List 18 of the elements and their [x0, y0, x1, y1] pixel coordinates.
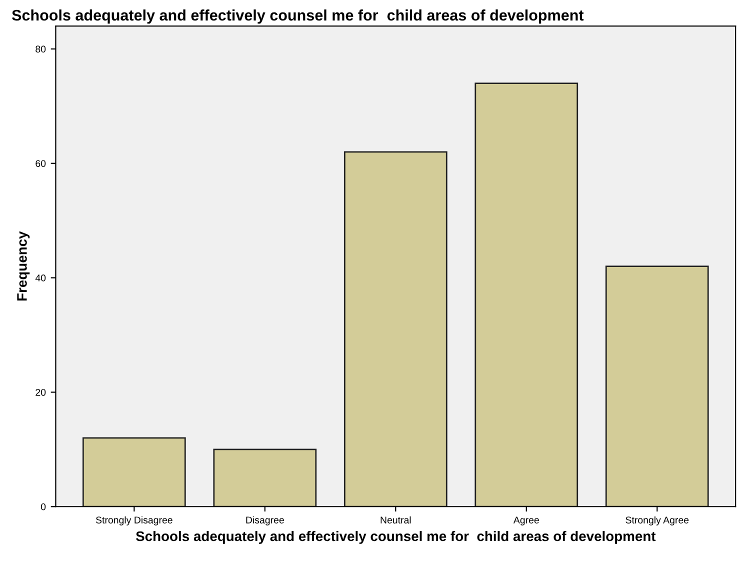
x-tick-label: Strongly Disagree [96, 516, 172, 526]
y-axis-title: Frequency [17, 231, 30, 301]
bar [213, 448, 317, 507]
y-tick-label: 0 [40, 503, 46, 510]
bar [344, 151, 448, 507]
x-tick-label: Strongly Agree [626, 516, 689, 526]
y-tick-label: 40 [35, 274, 46, 282]
x-tick-label: Disagree [246, 516, 284, 526]
chart-title: Schools adequately and effectively counsel me for child areas of development [12, 9, 584, 24]
y-tick-label: 80 [36, 46, 46, 53]
bar [82, 437, 186, 507]
x-axis-title: Schools adequately and effectively counsel me for child areas of development [136, 530, 656, 544]
y-tick-label: 20 [36, 388, 46, 396]
bar [474, 82, 578, 507]
y-tick-label: 60 [36, 160, 46, 167]
x-tick-label: Agree [513, 516, 539, 526]
x-tick-label: Neutral [380, 516, 411, 524]
bar [605, 266, 709, 507]
